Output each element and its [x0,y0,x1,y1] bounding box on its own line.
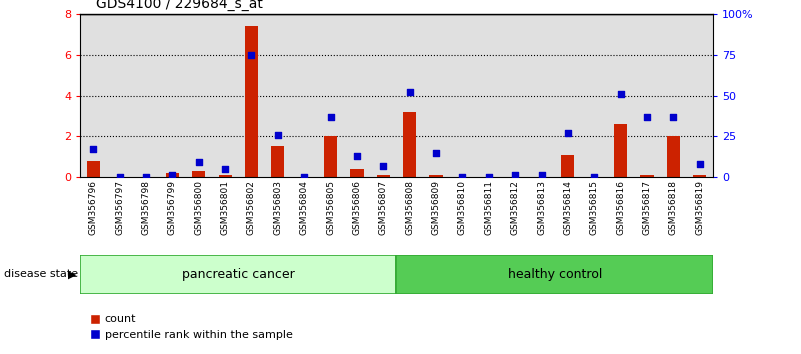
Bar [660,14,686,177]
Bar [264,14,291,177]
Bar [686,14,713,177]
Bar [133,14,159,177]
Point [403,90,416,95]
Point [113,174,126,180]
Bar [370,14,396,177]
Point [298,174,311,180]
Bar [581,14,607,177]
Bar [666,136,680,177]
Point [667,114,680,120]
Bar [614,124,627,177]
FancyBboxPatch shape [396,255,713,294]
Bar [107,14,133,177]
Legend: count, percentile rank within the sample: count, percentile rank within the sample [86,310,297,344]
Point [377,163,390,169]
Bar [324,136,337,177]
Bar [87,161,100,177]
Bar [502,14,529,177]
Point [139,174,152,180]
Bar [376,175,390,177]
Text: GDS4100 / 229684_s_at: GDS4100 / 229684_s_at [96,0,263,11]
Point [694,161,706,167]
Bar [192,171,205,177]
Text: pancreatic cancer: pancreatic cancer [182,268,295,281]
Bar [449,14,476,177]
Point [272,132,284,137]
Point [456,174,469,180]
Bar [159,14,186,177]
Bar [396,14,423,177]
Point [588,174,601,180]
Text: ▶: ▶ [67,269,76,279]
Text: disease state: disease state [4,269,78,279]
Point [166,172,179,178]
FancyBboxPatch shape [80,255,396,294]
Point [562,130,574,136]
Bar [607,14,634,177]
Bar [212,14,238,177]
Point [87,147,99,152]
Bar [245,27,258,177]
Point [482,174,495,180]
Point [324,114,337,120]
Bar [239,14,264,177]
Point [429,150,442,155]
Point [509,172,521,178]
Point [192,160,205,165]
Bar [219,175,231,177]
Bar [554,14,581,177]
Bar [529,14,554,177]
Text: healthy control: healthy control [508,268,602,281]
Bar [429,175,443,177]
Bar [640,175,654,177]
Bar [476,14,502,177]
Point [219,166,231,172]
Bar [403,112,417,177]
Bar [291,14,317,177]
Bar [166,173,179,177]
Bar [80,14,107,177]
Point [351,153,364,159]
Bar [317,14,344,177]
Bar [562,155,574,177]
Bar [186,14,212,177]
Bar [350,169,364,177]
Point [245,52,258,58]
Bar [344,14,370,177]
Bar [272,147,284,177]
Bar [423,14,449,177]
Point [535,172,548,178]
Point [641,114,654,120]
Bar [693,175,706,177]
Point [614,91,627,97]
Bar [634,14,660,177]
